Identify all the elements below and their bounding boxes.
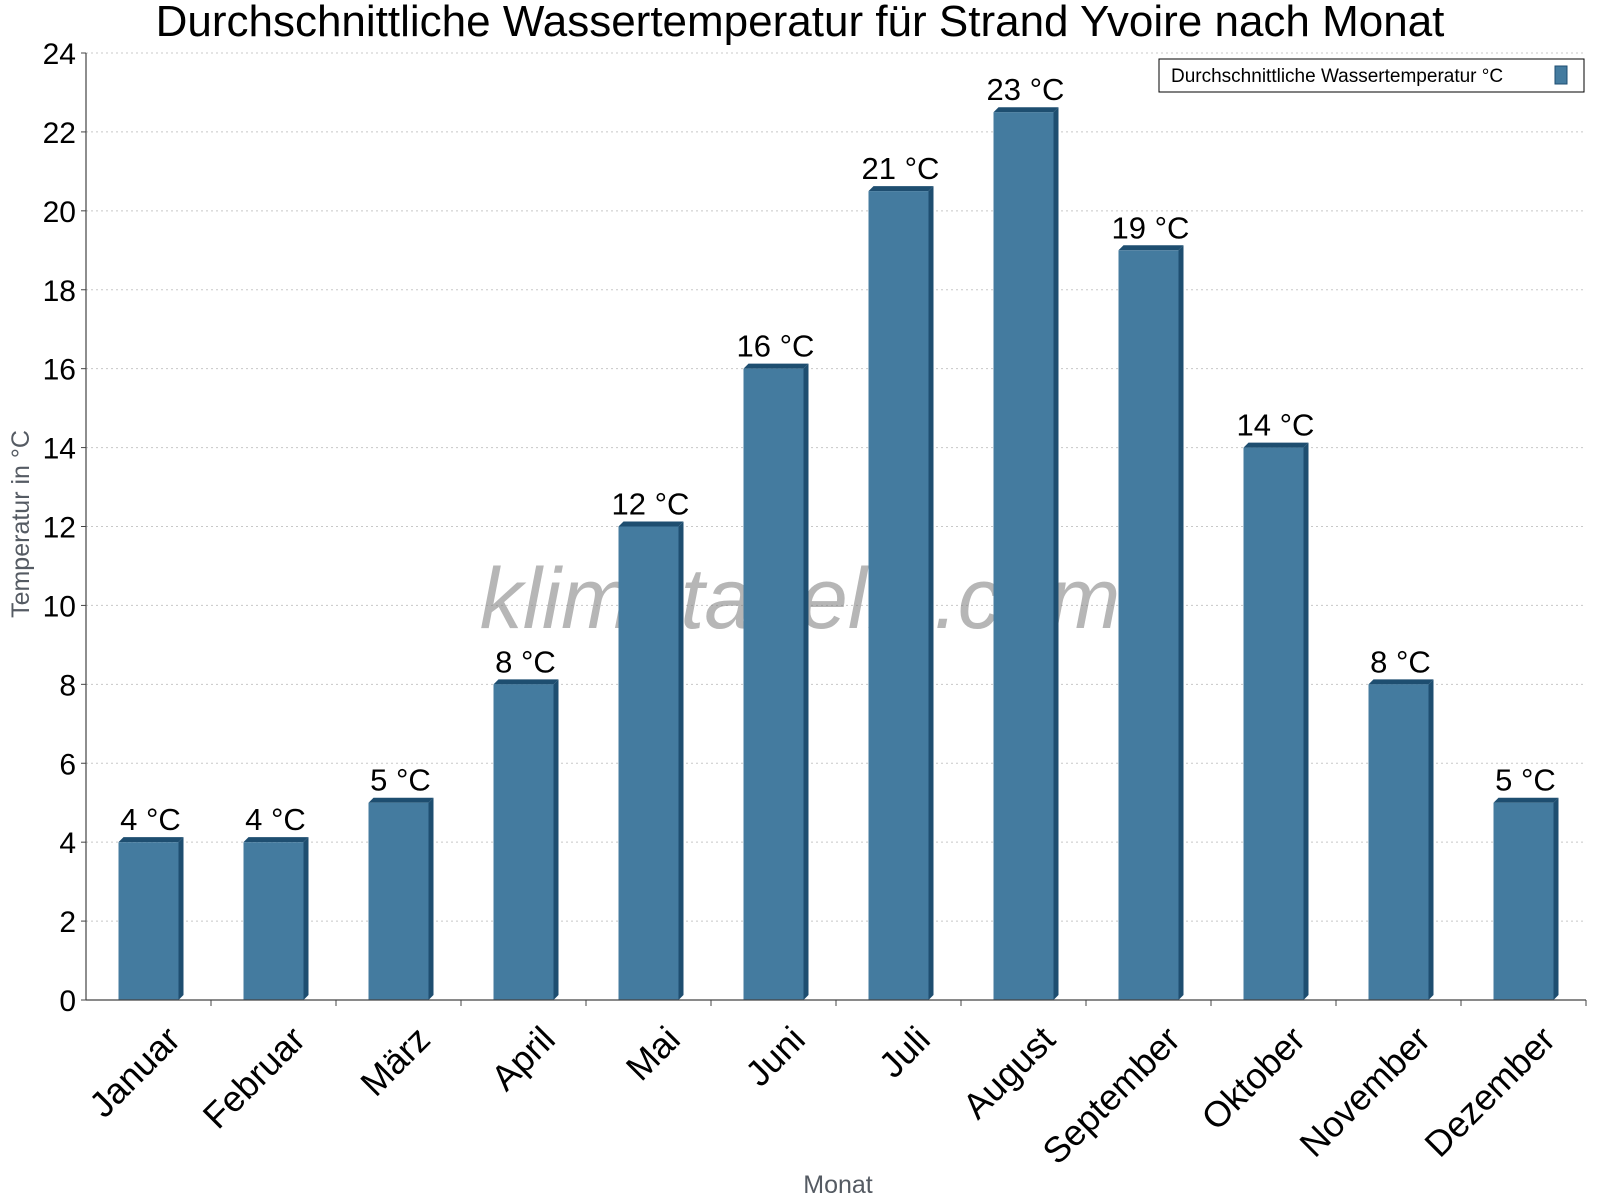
bar-side (803, 363, 809, 1001)
bar (743, 363, 809, 1001)
bar (618, 521, 684, 1000)
bar (243, 837, 309, 1000)
data-label: 8 °C (1370, 644, 1431, 679)
y-tick-label: 14 (43, 433, 76, 466)
bar-front (868, 191, 929, 1000)
bar-top (493, 679, 559, 685)
bar-side (1178, 245, 1184, 1000)
y-tick-label: 24 (43, 38, 76, 71)
x-tick-label: Januar (81, 1018, 188, 1125)
bar (1368, 679, 1434, 1000)
bar-top (1493, 797, 1559, 803)
bar (1243, 442, 1309, 1000)
bar (1493, 797, 1559, 1000)
bar-front (1243, 447, 1304, 1000)
data-label: 21 °C (862, 151, 940, 186)
bar-top (368, 797, 434, 803)
bar-top (1243, 442, 1309, 448)
x-tick-label: Juli (871, 1018, 938, 1085)
bar-front (243, 842, 304, 1000)
y-tick-label: 10 (43, 590, 76, 623)
y-tick-label: 0 (59, 985, 76, 1018)
bar (368, 797, 434, 1000)
value-labels: 4 °C 4 °C 5 °C 8 °C 12 °C 16 °C 21 °C 23 °C 19 °… (120, 72, 1556, 837)
y-tick-label: 16 (43, 354, 76, 387)
legend-label: Durchschnittliche Wassertemperatur °C (1171, 66, 1503, 87)
data-label: 19 °C (1112, 210, 1190, 245)
x-tick-label: September (1034, 1018, 1188, 1172)
x-axis-label: Monat (803, 1171, 873, 1199)
bar-front (743, 368, 804, 1001)
x-tick-label: November (1291, 1018, 1437, 1164)
y-tick-label: 4 (59, 827, 76, 860)
x-tick-label: August (955, 1018, 1063, 1126)
bar-side (1553, 797, 1559, 1000)
bar-front (1493, 802, 1554, 1000)
y-tick-label: 20 (43, 196, 76, 229)
bar (1118, 245, 1184, 1000)
bars (118, 107, 1559, 1001)
x-tick-label: Oktober (1193, 1018, 1313, 1138)
x-ticks: Januar Februar März April Mai Juni Juli AugustS… (81, 1018, 1563, 1172)
bar-front (618, 526, 679, 1000)
x-tick-label: Dezember (1416, 1018, 1562, 1164)
bar-top (1118, 245, 1184, 251)
bar-side (928, 186, 934, 1000)
y-tick-label: 22 (43, 117, 76, 150)
y-tick-label: 18 (43, 275, 76, 308)
bar-front (493, 684, 554, 1000)
bar (493, 679, 559, 1000)
bar-top (993, 107, 1059, 113)
y-tick-label: 8 (59, 669, 76, 702)
bar-front (1118, 250, 1179, 1000)
data-label: 5 °C (370, 763, 431, 798)
x-tick-label: März (352, 1018, 438, 1104)
bar-side (1428, 679, 1434, 1000)
bar-side (1053, 107, 1059, 1000)
x-tick-label: April (483, 1018, 563, 1098)
legend: Durchschnittliche Wassertemperatur °C (1158, 58, 1585, 93)
data-label: 4 °C (120, 802, 181, 837)
data-label: 5 °C (1495, 763, 1556, 798)
data-label: 12 °C (612, 487, 690, 522)
bar-front (118, 842, 179, 1000)
legend-box (1158, 58, 1585, 93)
x-tick-label: Februar (195, 1018, 313, 1136)
bar-top (618, 521, 684, 527)
bar-front (1368, 684, 1429, 1000)
bar (993, 107, 1059, 1000)
x-tick-label: Juni (737, 1018, 813, 1094)
y-tick-label: 12 (43, 512, 76, 545)
bar-top (243, 837, 309, 843)
data-label: 23 °C (987, 72, 1065, 107)
bar-top (743, 363, 809, 369)
legend-swatch (1554, 65, 1568, 85)
bar (868, 186, 934, 1000)
y-tick-label: 6 (59, 748, 76, 781)
x-tick-label: Mai (618, 1018, 688, 1088)
bar-side (678, 521, 684, 1000)
data-label: 4 °C (245, 802, 306, 837)
data-label: 14 °C (1237, 408, 1315, 443)
y-axis-label: Temperatur in °C (7, 430, 35, 618)
bar-top (868, 186, 934, 192)
data-label: 8 °C (495, 644, 556, 679)
bar-top (118, 837, 184, 843)
gridlines (86, 52, 1586, 922)
bar-top (1368, 679, 1434, 685)
bar-side (303, 837, 309, 1000)
y-tick-label: 2 (59, 906, 76, 939)
chart-title: Durchschnittliche Wassertemperatur für S… (156, 0, 1445, 46)
bar-side (178, 837, 184, 1000)
data-label: 16 °C (737, 329, 815, 364)
axes (85, 53, 1587, 1006)
bar-side (1303, 442, 1309, 1000)
bar (118, 837, 184, 1000)
bar-front (993, 112, 1054, 1000)
bar-side (428, 797, 434, 1000)
bar-front (368, 802, 429, 1000)
bar-side (553, 679, 559, 1000)
